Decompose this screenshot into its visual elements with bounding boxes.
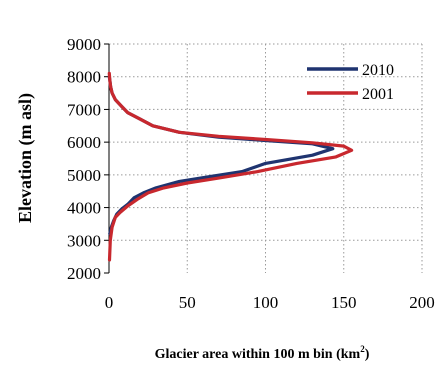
x-axis-title-superscript: 2 — [360, 344, 365, 354]
grid-layer — [109, 43, 423, 273]
x-axis-title: Glacier area within 100 m bin (km2) — [155, 344, 370, 362]
x-tick-label: 200 — [409, 293, 435, 312]
y-tick-label: 4000 — [67, 199, 101, 218]
x-axis-title-main: Glacier area within 100 m bin (km — [155, 347, 361, 362]
y-axis-title: Elevation (m asl) — [15, 93, 36, 223]
y-tick-label: 7000 — [67, 100, 101, 119]
x-tick-label: 50 — [179, 293, 196, 312]
y-tick-label: 5000 — [67, 166, 101, 185]
legend-label-2010: 2010 — [362, 62, 394, 79]
legend-label-2001: 2001 — [362, 86, 394, 103]
y-tick-label: 9000 — [67, 35, 101, 54]
series-line-2010 — [107, 75, 335, 236]
series-layer — [107, 71, 354, 262]
x-axis-title-suffix: ) — [365, 347, 370, 362]
y-tick-label: 8000 — [67, 68, 101, 87]
y-tick-label: 3000 — [67, 231, 101, 250]
axis-layer: 0 50 100 150 200 2000 3000 4000 5000 6000 7000 8000… — [67, 35, 435, 312]
x-tick-label: 150 — [331, 293, 357, 312]
legend: 2010 2001 — [307, 62, 394, 103]
series-line-2001 — [107, 71, 354, 262]
x-tick-label: 100 — [253, 293, 279, 312]
y-tick-label: 2000 — [67, 264, 101, 283]
x-tick-label: 0 — [105, 293, 114, 312]
y-tick-label: 6000 — [67, 133, 101, 152]
